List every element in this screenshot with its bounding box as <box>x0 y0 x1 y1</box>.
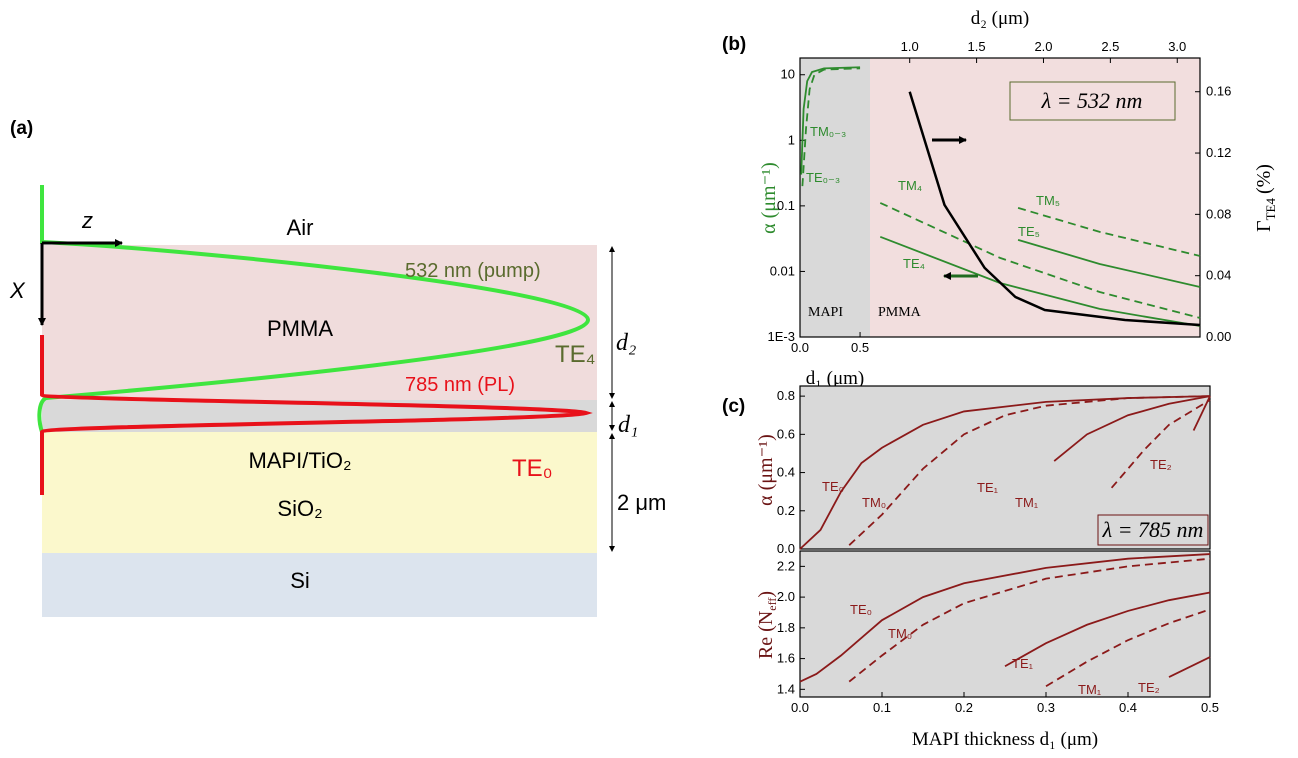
thickness-label: 2 μm <box>617 490 666 515</box>
y-tick-label: 0.6 <box>777 426 795 441</box>
annotation: MAPI <box>808 305 843 320</box>
x-tick-label: 0.1 <box>873 700 891 715</box>
title-part: (%) <box>1253 164 1275 194</box>
x2-tick-label: 1.0 <box>901 39 919 54</box>
layer-si <box>42 553 597 617</box>
title-sub: TE4 <box>1263 198 1278 221</box>
series-label: TM₁ <box>1078 682 1102 697</box>
y-tick-label: 1 <box>788 132 795 147</box>
y-tick-label: 0.2 <box>777 503 795 518</box>
panel-label: (b) <box>722 34 746 55</box>
series-label: TM₄ <box>898 178 922 193</box>
plot: 1.4 1.6 1.8 2.0 2.2 0.0 0.1 0.2 0.3 0.4 0.5 TE₀ TM₀ T… <box>777 551 1219 715</box>
series-label: TM₀ <box>862 495 886 510</box>
series-label: TE₂ <box>1138 680 1160 695</box>
y-axis-title: α (μm⁻¹) <box>755 434 777 506</box>
y2-tick-label: 0.12 <box>1206 145 1231 160</box>
series-label: TE₂ <box>1150 457 1172 472</box>
mode-name: TE₀ <box>512 455 553 482</box>
figure: (a) Air PMMA MAPI/TiO₂ SiO₂ Si z X 532 n… <box>0 0 1298 758</box>
axis-label: X <box>9 278 26 303</box>
series-label: TM₁ <box>1015 495 1039 510</box>
x2-tick-label: 3.0 <box>1168 39 1186 54</box>
y-tick-label: 2.0 <box>777 589 795 604</box>
y2-tick-label: 0.16 <box>1206 84 1231 99</box>
mode-name: TE₄ <box>555 341 595 368</box>
x-tick-label: 0.0 <box>791 700 809 715</box>
x-tick-label: 0.5 <box>1201 700 1219 715</box>
series-label: TE₄ <box>903 256 925 271</box>
series-label: TM₀₋₃ <box>810 124 846 139</box>
y-tick-label: 0.0 <box>777 541 795 556</box>
x2-tick-label: 1.5 <box>968 39 986 54</box>
y-axis-title: Re (Neff) <box>755 591 779 659</box>
series-label: TE₀ <box>850 602 872 617</box>
layer-label: SiO₂ <box>277 496 322 521</box>
x-tick-label: 0.3 <box>1037 700 1055 715</box>
series-label: TE₀ <box>822 479 844 494</box>
x2-axis-title: d₂ (μm) <box>971 8 1030 29</box>
layer-label: PMMA <box>267 316 333 341</box>
title-part: ) <box>755 591 777 598</box>
y-tick-label: 1.8 <box>777 620 795 635</box>
y-tick-label: 0.1 <box>777 198 795 213</box>
plot-background <box>870 58 1200 337</box>
mode-wavelength: 532 nm (pump) <box>405 260 541 282</box>
series-label: TE₅ <box>1018 224 1040 239</box>
plot-background <box>800 58 870 337</box>
x2-tick-label: 2.5 <box>1101 39 1119 54</box>
x-tick-label: 0.5 <box>851 340 869 355</box>
thickness-label: d₂ <box>616 330 636 356</box>
axis-label: z <box>81 208 93 233</box>
panel-label: (c) <box>722 396 745 417</box>
y-tick-label: 0.4 <box>777 465 795 480</box>
layer-label: Air <box>287 215 314 240</box>
thickness-label: d₁ <box>618 412 638 438</box>
x-axis-title: MAPI thickness d₁ (μm) <box>912 729 1098 750</box>
y2-tick-label: 0.08 <box>1206 206 1231 221</box>
series-label: TE₀₋₃ <box>806 170 840 185</box>
plot: 0.0 0.2 0.4 0.6 0.8 TE₀ TM₀ TE₁ TM₁ TE₂ λ = 785 nm <box>777 386 1210 556</box>
y-tick-label: 0.01 <box>770 263 795 278</box>
series-label: TE₁ <box>1012 656 1034 671</box>
layer-label: Si <box>290 568 310 593</box>
y2-axis-title: ΓTE4 (%) <box>1253 164 1278 232</box>
series-label: TM₀ <box>888 626 912 641</box>
layer-label: MAPI/TiO₂ <box>248 448 351 473</box>
y-tick-label: 0.8 <box>777 388 795 403</box>
series-label: TM₅ <box>1036 193 1060 208</box>
panel-label: (a) <box>10 118 33 139</box>
series-label: TE₁ <box>977 480 999 495</box>
annotation: λ = 532 nm <box>1041 88 1143 113</box>
x-tick-label: 0.4 <box>1119 700 1137 715</box>
title-part: Re (N <box>755 611 777 659</box>
x2-tick-label: 2.0 <box>1034 39 1052 54</box>
y-tick-label: 1.6 <box>777 651 795 666</box>
y-tick-label: 1.4 <box>777 681 795 696</box>
annotation: PMMA <box>878 305 922 320</box>
mode-wavelength: 785 nm (PL) <box>405 374 515 396</box>
y-tick-label: 2.2 <box>777 558 795 573</box>
annotation: λ = 785 nm <box>1102 517 1204 542</box>
diagram: (a) Air PMMA MAPI/TiO₂ SiO₂ Si z X 532 n… <box>9 118 666 617</box>
plot: 1E-30.010.11100.000.040.080.120.160.00.5… <box>768 39 1232 355</box>
x-tick-label: 0.0 <box>791 340 809 355</box>
y2-tick-label: 0.00 <box>1206 329 1231 344</box>
y-tick-label: 10 <box>781 67 795 82</box>
title-part: Γ <box>1253 220 1275 232</box>
y2-tick-label: 0.04 <box>1206 268 1231 283</box>
plot-background <box>800 551 1210 697</box>
x-tick-label: 0.2 <box>955 700 973 715</box>
